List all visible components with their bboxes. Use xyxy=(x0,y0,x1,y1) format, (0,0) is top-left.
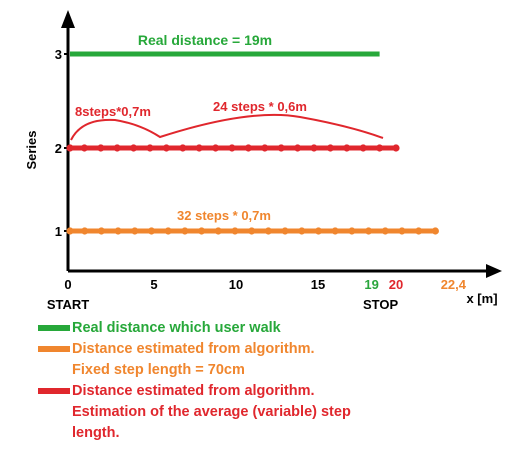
series-point xyxy=(248,227,256,235)
x-extra-label: 20 xyxy=(389,277,403,292)
step-brace-curve xyxy=(70,113,384,141)
series-point xyxy=(181,227,189,235)
series-point xyxy=(376,144,384,152)
series-point xyxy=(212,144,220,152)
stop-label: STOP xyxy=(363,297,398,312)
series-point xyxy=(114,227,122,235)
series-annotation: Real distance = 19m xyxy=(138,32,272,48)
series-point xyxy=(214,227,222,235)
series-point xyxy=(195,144,203,152)
series-point xyxy=(261,144,269,152)
legend-swatch-real xyxy=(38,325,70,331)
series-point xyxy=(326,144,334,152)
legend-text: Estimation of the average (variable) ste… xyxy=(72,404,351,420)
y-tick-label: 3 xyxy=(55,47,62,62)
series-point xyxy=(277,144,285,152)
series-point xyxy=(294,144,302,152)
x-tick-label: 5 xyxy=(150,277,157,292)
legend-item-real: Real distance which user walk xyxy=(38,318,498,339)
series-point xyxy=(264,227,272,235)
series-point xyxy=(310,144,318,152)
legend-item-variable: Distance estimated from algorithm. Estim… xyxy=(38,381,498,444)
x-tick-label: 15 xyxy=(311,277,325,292)
series-point xyxy=(364,227,373,235)
series-point xyxy=(392,144,400,152)
series-point xyxy=(97,227,105,235)
x-tick-label: 0 xyxy=(64,277,71,292)
x-extra-label: 22,4 xyxy=(441,277,467,292)
series-point xyxy=(147,227,156,235)
x-tick-label: 10 xyxy=(229,277,243,292)
x-axis-arrow xyxy=(486,264,502,278)
legend-item-fixed: Distance estimated from algorithm. Fixed… xyxy=(38,339,498,381)
series-point xyxy=(281,227,289,235)
series-point xyxy=(97,144,105,152)
series-point xyxy=(314,227,323,235)
series-point xyxy=(162,144,170,152)
legend-swatch-fixed xyxy=(38,346,70,352)
series-annotation: 32 steps * 0,7m xyxy=(177,208,271,223)
series-point xyxy=(381,227,389,235)
start-label: START xyxy=(47,297,89,312)
series-point xyxy=(431,227,439,235)
legend-text: Distance estimated from algorithm. xyxy=(72,341,315,357)
x-axis-label: x [m] xyxy=(466,291,497,306)
legend-text: Fixed step length = 70cm xyxy=(72,362,245,378)
series-point xyxy=(81,227,89,235)
series-point xyxy=(331,227,339,235)
series-point xyxy=(146,144,154,152)
series-point xyxy=(348,227,356,235)
legend-text: length. xyxy=(72,425,120,441)
y-tick-label: 2 xyxy=(55,141,62,156)
chart-area: Series 1 2 3 0 5 10 15 19 20 22,4 START STOP x [m] Rea… xyxy=(24,10,502,312)
series-annotation: 24 steps * 0,6m xyxy=(213,99,307,114)
series-point xyxy=(80,144,88,152)
series-point xyxy=(197,227,206,235)
series-point xyxy=(130,144,138,152)
series-point xyxy=(398,227,406,235)
series-point xyxy=(66,144,74,152)
y-tick-label: 1 xyxy=(55,224,62,239)
series-point xyxy=(228,144,236,152)
series-point xyxy=(415,227,423,235)
series-point xyxy=(343,144,351,152)
legend-text: Real distance which user walk xyxy=(72,320,281,336)
series-point xyxy=(244,144,252,152)
series-point xyxy=(231,227,239,235)
series-annotation: 8steps*0,7m xyxy=(75,104,151,119)
series-point xyxy=(66,227,74,235)
legend: Real distance which user walk Distance e… xyxy=(38,318,498,444)
series-point xyxy=(298,227,306,235)
legend-text: Distance estimated from algorithm. xyxy=(72,383,315,399)
series-point xyxy=(113,144,121,152)
series-point xyxy=(179,144,187,152)
series-point xyxy=(131,227,139,235)
x-extra-label: 19 xyxy=(364,277,378,292)
series-point xyxy=(359,144,367,152)
series-point xyxy=(164,227,172,235)
legend-swatch-variable xyxy=(38,388,70,394)
y-axis-arrow xyxy=(61,10,75,28)
y-axis-label: Series xyxy=(24,130,39,169)
